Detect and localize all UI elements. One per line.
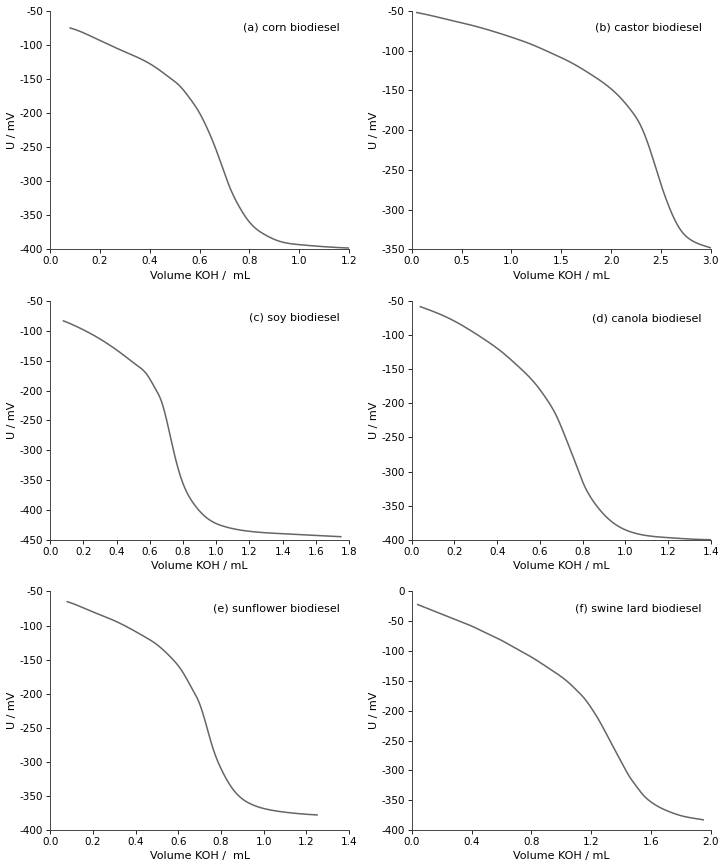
Y-axis label: U / mV: U / mV bbox=[369, 402, 378, 439]
X-axis label: Volume KOH /  mL: Volume KOH / mL bbox=[150, 271, 250, 280]
Text: (b) castor biodiesel: (b) castor biodiesel bbox=[595, 23, 702, 33]
Y-axis label: U / mV: U / mV bbox=[369, 111, 378, 149]
Text: (a) corn biodiesel: (a) corn biodiesel bbox=[243, 23, 340, 33]
X-axis label: Volume KOH / mL: Volume KOH / mL bbox=[513, 271, 610, 280]
X-axis label: Volume KOH / mL: Volume KOH / mL bbox=[513, 561, 610, 571]
Text: (c) soy biodiesel: (c) soy biodiesel bbox=[250, 313, 340, 323]
Y-axis label: U / mV: U / mV bbox=[7, 111, 17, 149]
X-axis label: Volume KOH /  mL: Volume KOH / mL bbox=[150, 851, 250, 861]
Text: (e) sunflower biodiesel: (e) sunflower biodiesel bbox=[213, 603, 340, 614]
X-axis label: Volume KOH / mL: Volume KOH / mL bbox=[151, 561, 248, 571]
Y-axis label: U / mV: U / mV bbox=[369, 692, 378, 729]
X-axis label: Volume KOH / mL: Volume KOH / mL bbox=[513, 851, 610, 861]
Y-axis label: U / mV: U / mV bbox=[7, 692, 17, 729]
Text: (f) swine lard biodiesel: (f) swine lard biodiesel bbox=[575, 603, 702, 614]
Y-axis label: U / mV: U / mV bbox=[7, 402, 17, 439]
Text: (d) canola biodiesel: (d) canola biodiesel bbox=[592, 313, 702, 323]
